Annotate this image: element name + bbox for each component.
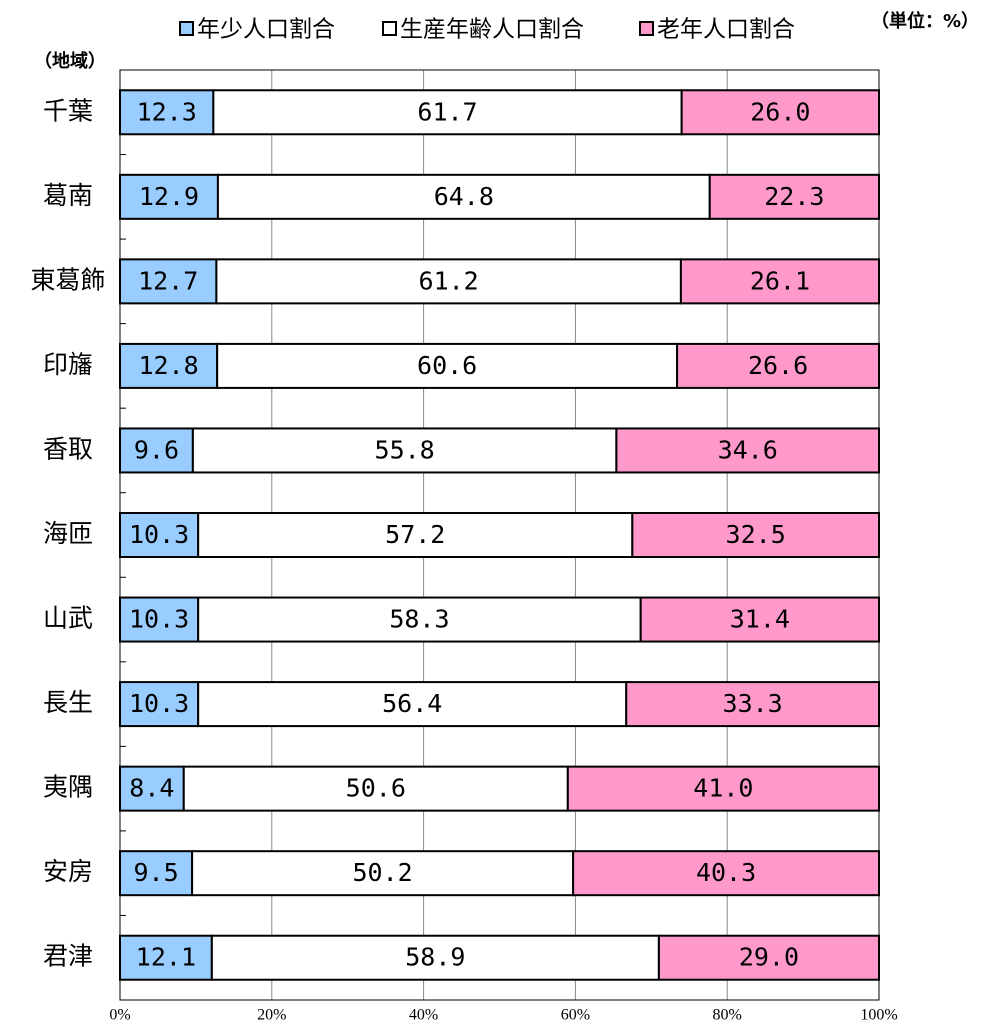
- bar-segment: [191, 850, 575, 897]
- value-label: 58.9: [405, 943, 465, 972]
- value-label: 50.6: [346, 774, 406, 803]
- bar-segment: [119, 89, 215, 136]
- value-label: 31.4: [730, 605, 790, 634]
- value-label: 57.2: [385, 520, 445, 549]
- y-tick-label: 印旛: [43, 350, 93, 379]
- value-label: 55.8: [375, 435, 435, 464]
- bar-segment: [657, 934, 881, 981]
- value-label: 26.6: [748, 351, 808, 380]
- bar-segment: [182, 765, 569, 812]
- value-label: 12.3: [137, 97, 197, 126]
- bar-segment: [215, 258, 682, 305]
- bar-segment: [631, 512, 881, 558]
- value-label: 26.1: [750, 266, 810, 295]
- value-label: 10.3: [129, 520, 189, 549]
- bar-segment: [572, 850, 880, 897]
- unit-label: （単位：%）: [871, 10, 979, 32]
- legend-label: 老年人口割合: [657, 17, 795, 43]
- value-label: 33.3: [723, 689, 783, 718]
- value-label: 10.3: [129, 605, 189, 634]
- bar-segment: [197, 512, 634, 558]
- value-label: 34.6: [718, 435, 778, 464]
- y-tick-label: 長生: [43, 688, 93, 717]
- y-tick-label: 東葛飾: [30, 265, 105, 294]
- y-axis-label: （地域）: [34, 50, 106, 72]
- bar-segment: [119, 596, 200, 643]
- legend-label: 生産年齢人口割合: [400, 17, 584, 43]
- value-label: 32.5: [726, 520, 786, 549]
- bar-segment: [680, 89, 880, 136]
- legend-swatch: [179, 21, 194, 36]
- x-tick-label: 80%: [713, 1007, 742, 1023]
- y-tick-label: 夷隅: [43, 773, 93, 802]
- value-label: 22.3: [764, 182, 824, 211]
- value-label: 9.5: [133, 858, 178, 887]
- legend-label: 年少人口割合: [197, 17, 335, 43]
- value-label: 12.9: [139, 182, 199, 211]
- x-tick-label: 100%: [860, 1007, 897, 1023]
- value-label: 61.7: [417, 97, 477, 126]
- bar-segment: [212, 89, 683, 136]
- y-tick-label: 葛南: [43, 181, 93, 210]
- x-tick-label: 20%: [257, 1007, 286, 1023]
- bar-segment: [216, 173, 711, 220]
- bar-segment: [625, 681, 880, 728]
- value-label: 41.0: [693, 774, 753, 803]
- x-tick-label: 40%: [409, 1007, 438, 1023]
- x-tick-label: 0%: [109, 1007, 130, 1023]
- y-tick-label: 千葉: [43, 96, 93, 125]
- value-label: 12.7: [138, 266, 198, 295]
- bar-segment: [216, 342, 679, 389]
- y-tick-label: 安房: [43, 857, 93, 886]
- bar-segment: [119, 258, 218, 305]
- y-tick-label: 香取: [43, 434, 93, 463]
- bar-segment: [679, 258, 880, 305]
- value-label: 26.0: [750, 97, 810, 126]
- value-label: 50.2: [353, 858, 413, 887]
- value-label: 61.2: [419, 266, 479, 295]
- bar-segment: [119, 427, 194, 474]
- legend-swatch: [382, 21, 397, 36]
- value-label: 58.3: [389, 605, 449, 634]
- value-label: 10.3: [129, 689, 189, 718]
- bar-segment: [119, 681, 200, 728]
- y-tick-label: 山武: [43, 604, 93, 633]
- value-label: 12.1: [136, 943, 196, 972]
- x-tick-label: 60%: [561, 1007, 590, 1023]
- bar-segment: [119, 342, 219, 389]
- bar-segment: [119, 934, 213, 981]
- bar-segment: [615, 427, 880, 474]
- bar-segment: [197, 596, 642, 643]
- value-label: 8.4: [129, 774, 174, 803]
- value-label: 60.6: [417, 351, 477, 380]
- bar-segment: [639, 596, 881, 643]
- bar-segment: [119, 173, 219, 220]
- bar-segment: [566, 765, 880, 812]
- y-tick-label: 海匝: [43, 519, 93, 548]
- legend-swatch: [639, 21, 654, 36]
- value-label: 29.0: [739, 943, 799, 972]
- value-label: 64.8: [434, 182, 494, 211]
- value-label: 40.3: [696, 858, 756, 887]
- bar-segment: [676, 342, 881, 389]
- bar-segment: [119, 765, 185, 812]
- y-tick-label: 君津: [43, 942, 93, 971]
- value-label: 56.4: [382, 689, 442, 718]
- bar-segment: [708, 173, 880, 220]
- value-label: 9.6: [134, 435, 179, 464]
- value-label: 12.8: [138, 351, 198, 380]
- bar-segment: [191, 427, 618, 474]
